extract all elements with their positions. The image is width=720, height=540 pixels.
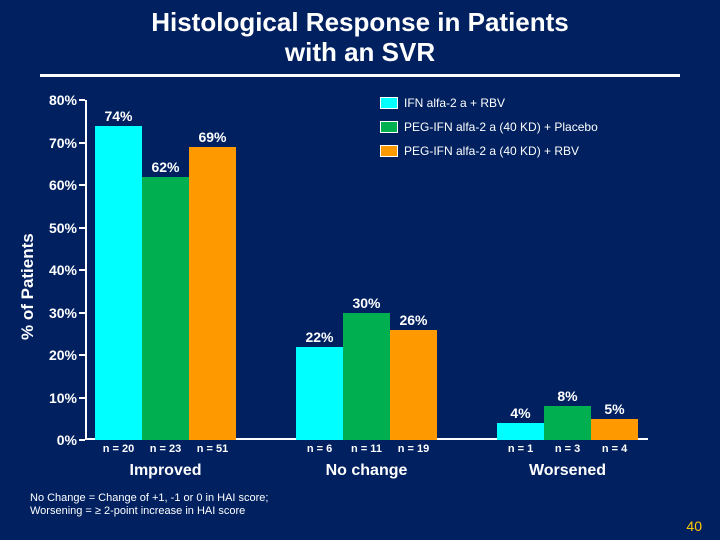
bar-value-label: 30% (352, 295, 380, 313)
y-tick-label: 20% (49, 347, 85, 363)
bar-n-label: n = 6 (307, 440, 332, 455)
bar-value-label: 26% (399, 312, 427, 330)
group-label: No change (326, 462, 408, 480)
bar-n-label: n = 1 (508, 440, 533, 455)
bar-n-label: n = 20 (103, 440, 135, 455)
y-tick-label: 70% (49, 135, 85, 151)
bar-n-label: n = 3 (555, 440, 580, 455)
bar: 26%n = 19 (390, 330, 437, 441)
bar-n-label: n = 4 (602, 440, 627, 455)
y-tick-label: 10% (49, 390, 85, 406)
bar-n-label: n = 19 (398, 440, 430, 455)
legend-swatch (380, 121, 398, 133)
bar: 74%n = 20 (95, 126, 142, 441)
bar-n-label: n = 11 (351, 440, 382, 455)
y-tick-label: 40% (49, 262, 85, 278)
bar: 8%n = 3 (544, 406, 591, 440)
y-tick-label: 50% (49, 220, 85, 236)
legend-item: IFN alfa-2 a + RBV (380, 96, 505, 110)
y-tick-label: 30% (49, 305, 85, 321)
bar-value-label: 5% (604, 401, 624, 419)
footnote-line-2: Worsening = ≥ 2-point increase in HAI sc… (30, 505, 245, 517)
title-line-1: Histological Response in Patients (151, 7, 569, 37)
bar-value-label: 62% (151, 159, 179, 177)
bar-value-label: 69% (198, 129, 226, 147)
title-line-2: with an SVR (285, 37, 435, 67)
page-number: 40 (686, 518, 702, 534)
bar-n-label: n = 51 (197, 440, 229, 455)
footnote: No Change = Change of +1, -1 or 0 in HAI… (30, 492, 268, 518)
bar-value-label: 74% (104, 108, 132, 126)
legend-label: IFN alfa-2 a + RBV (404, 96, 505, 110)
slide-title: Histological Response in Patients with a… (0, 8, 720, 68)
legend-item: PEG-IFN alfa-2 a (40 KD) + Placebo (380, 120, 598, 134)
y-tick-label: 60% (49, 177, 85, 193)
bar-value-label: 4% (510, 405, 530, 423)
bar: 69%n = 51 (189, 147, 236, 440)
legend-label: PEG-IFN alfa-2 a (40 KD) + Placebo (404, 120, 598, 134)
bar: 22%n = 6 (296, 347, 343, 441)
bar: 5%n = 4 (591, 419, 638, 440)
y-tick-label: 0% (57, 432, 85, 448)
bar: 30%n = 11 (343, 313, 390, 441)
y-axis-label: % of Patients (18, 233, 38, 340)
footnote-line-1: No Change = Change of +1, -1 or 0 in HAI… (30, 492, 268, 504)
bar: 62%n = 23 (142, 177, 189, 441)
y-tick-label: 80% (49, 92, 85, 108)
legend-swatch (380, 97, 398, 109)
legend-label: PEG-IFN alfa-2 a (40 KD) + RBV (404, 144, 579, 158)
legend-item: PEG-IFN alfa-2 a (40 KD) + RBV (380, 144, 579, 158)
y-axis-line (85, 100, 87, 440)
bar-value-label: 8% (557, 388, 577, 406)
bar: 4%n = 1 (497, 423, 544, 440)
group-label: Worsened (529, 462, 606, 480)
group-label: Improved (129, 462, 201, 480)
legend-swatch (380, 145, 398, 157)
bar-value-label: 22% (305, 329, 333, 347)
title-divider (40, 74, 680, 77)
bar-n-label: n = 23 (150, 440, 182, 455)
